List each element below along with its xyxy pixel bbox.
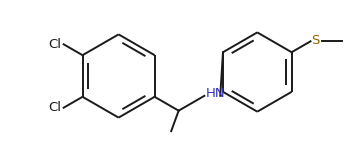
Text: Cl: Cl — [49, 38, 62, 51]
Text: HN: HN — [205, 87, 225, 100]
Text: S: S — [311, 34, 320, 47]
Text: Cl: Cl — [49, 101, 62, 114]
